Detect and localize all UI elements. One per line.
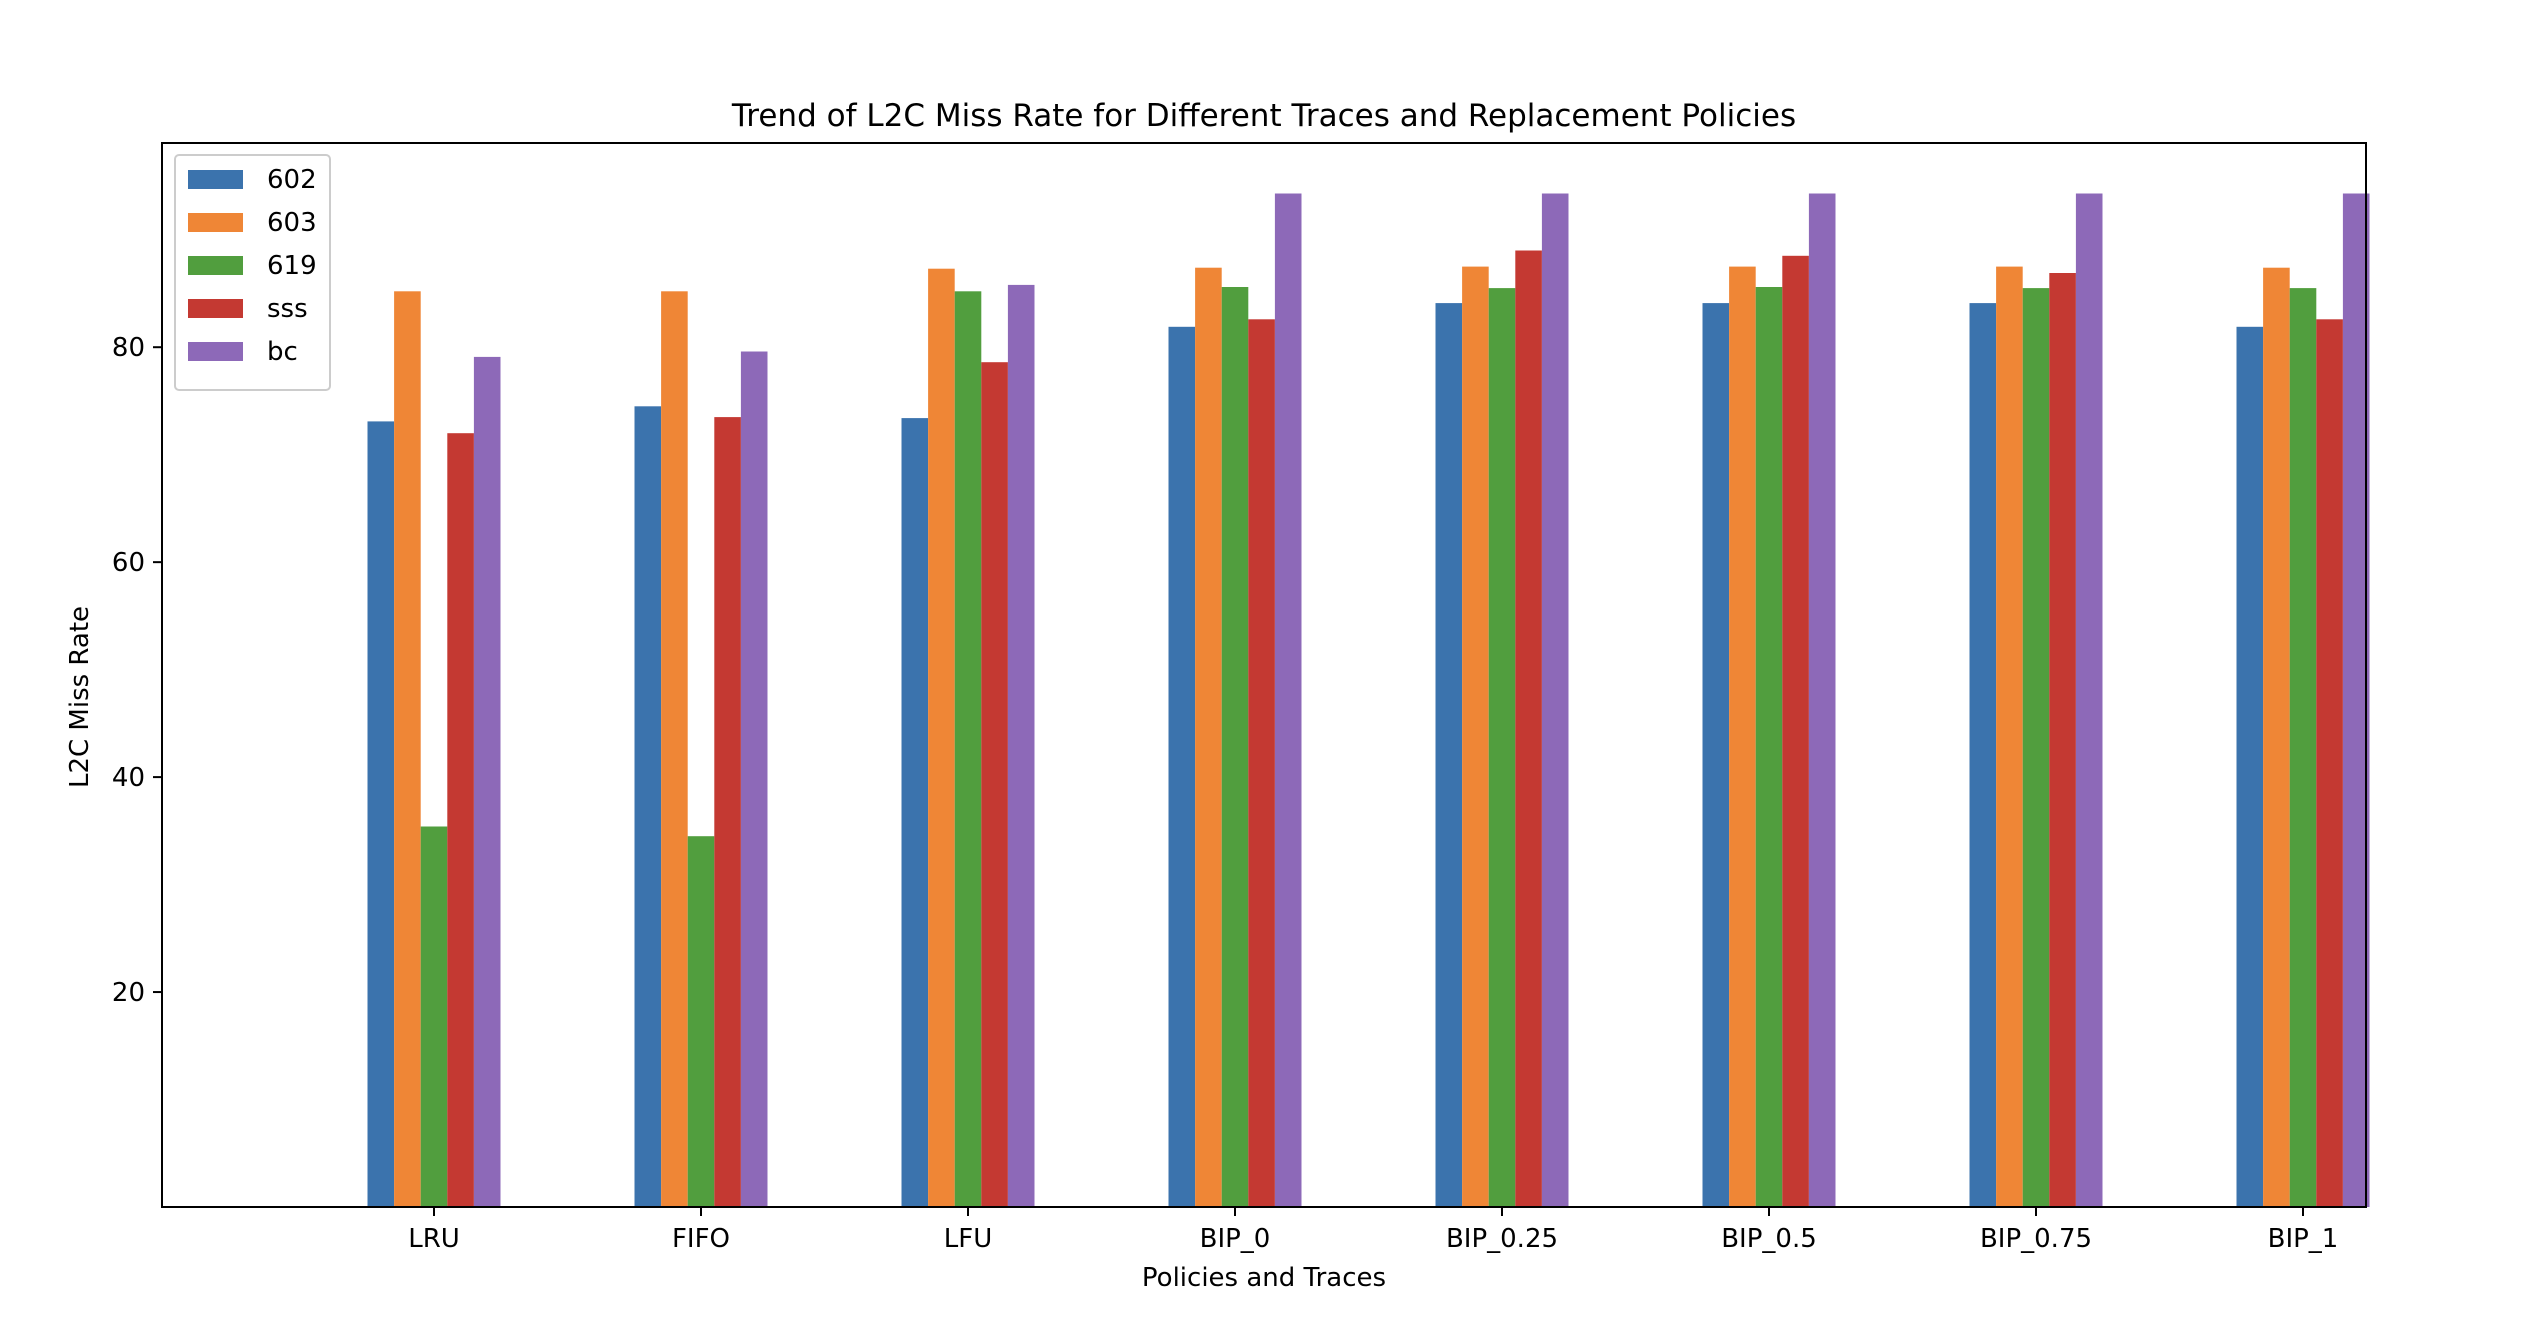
bar-602-BIP_0	[1168, 326, 1196, 1207]
bar-602-LFU	[901, 418, 929, 1208]
bar-bc-BIP_0.5	[1808, 193, 1836, 1207]
y-tick-label: 60	[112, 548, 145, 578]
bar-619-FIFO	[687, 836, 715, 1207]
bar-603-BIP_0.75	[1996, 266, 2023, 1208]
series-sss-bars	[447, 250, 2343, 1208]
bar-603-LFU	[928, 268, 955, 1207]
bar-619-LRU	[420, 826, 448, 1207]
bar-603-LRU	[394, 291, 421, 1207]
legend: 602 603 619 sss bc	[174, 154, 331, 391]
bar-602-BIP_0.5	[1702, 303, 1730, 1208]
x-tick-label: BIP_1	[2268, 1224, 2339, 1254]
bar-sss-BIP_0.25	[1515, 250, 1542, 1207]
legend-swatch-619	[188, 256, 243, 275]
bar-bc-LRU	[473, 356, 501, 1207]
x-tick-label: BIP_0	[1200, 1224, 1271, 1254]
bar-602-LRU	[367, 421, 395, 1207]
bar-sss-BIP_0.75	[2049, 273, 2076, 1207]
bar-sss-LFU	[981, 362, 1008, 1207]
bar-602-BIP_0.25	[1435, 303, 1463, 1208]
axes-layer: 20 40 60 80 LRU FIFO LFU BIP_0 BIP_0.25 BIP_0.5 BI…	[112, 142, 2367, 1254]
x-tick-label: LFU	[944, 1224, 992, 1254]
series-602-bars	[367, 303, 2264, 1208]
legend-swatch-sss	[188, 299, 243, 318]
bar-619-BIP_0.5	[1755, 287, 1783, 1207]
y-tick-label: 20	[112, 978, 145, 1008]
bar-bc-BIP_0	[1274, 193, 1302, 1207]
bar-619-BIP_0.25	[1488, 288, 1516, 1208]
bar-sss-LRU	[447, 433, 474, 1207]
bar-bc-BIP_0.25	[1541, 193, 1569, 1207]
bar-sss-BIP_0.5	[1782, 255, 1809, 1208]
x-tick-label: BIP_0.25	[1446, 1224, 1558, 1254]
bar-602-BIP_1	[2236, 326, 2264, 1207]
bar-sss-BIP_0	[1248, 319, 1275, 1207]
bar-619-BIP_1	[2289, 288, 2317, 1208]
bar-619-LFU	[954, 291, 982, 1207]
bar-619-BIP_0	[1221, 287, 1249, 1207]
bar-603-BIP_0	[1195, 267, 1222, 1207]
y-tick-label: 40	[112, 763, 145, 793]
bar-619-BIP_0.75	[2022, 288, 2050, 1208]
bar-sss-BIP_1	[2316, 319, 2343, 1207]
x-tick-label: FIFO	[672, 1224, 730, 1254]
y-tick-label: 80	[112, 333, 145, 363]
series-619-bars	[420, 287, 2317, 1208]
bar-602-BIP_0.75	[1969, 303, 1997, 1208]
bar-bc-BIP_0.75	[2075, 193, 2103, 1207]
bar-603-BIP_0.5	[1729, 266, 1756, 1208]
bar-bc-FIFO	[740, 351, 768, 1207]
legend-swatch-603	[188, 213, 243, 232]
plot-frame	[161, 142, 2367, 1208]
bar-sss-FIFO	[714, 417, 741, 1208]
legend-swatch-602	[188, 170, 243, 189]
x-axis-label: Policies and Traces	[1142, 1263, 1386, 1293]
bar-602-FIFO	[634, 406, 662, 1207]
x-tick-label: LRU	[408, 1224, 460, 1254]
legend-label-603: 603	[267, 208, 317, 238]
bar-bc-LFU	[1007, 284, 1035, 1207]
bar-603-BIP_0.25	[1462, 266, 1489, 1208]
legend-swatch-bc	[188, 342, 243, 361]
bars-layer	[367, 193, 2370, 1208]
legend-label-bc: bc	[267, 337, 298, 367]
y-axis-label: L2C Miss Rate	[65, 606, 95, 788]
bar-603-FIFO	[661, 291, 688, 1207]
bar-603-BIP_1	[2263, 267, 2290, 1207]
x-tick-label: BIP_0.75	[1980, 1224, 2092, 1254]
legend-label-sss: sss	[267, 294, 308, 324]
x-tick-label: BIP_0.5	[1721, 1224, 1817, 1254]
legend-label-602: 602	[267, 165, 317, 195]
legend-label-619: 619	[267, 251, 317, 281]
series-603-bars	[394, 266, 2290, 1208]
chart-title: Trend of L2C Miss Rate for Different Tra…	[731, 98, 1796, 134]
